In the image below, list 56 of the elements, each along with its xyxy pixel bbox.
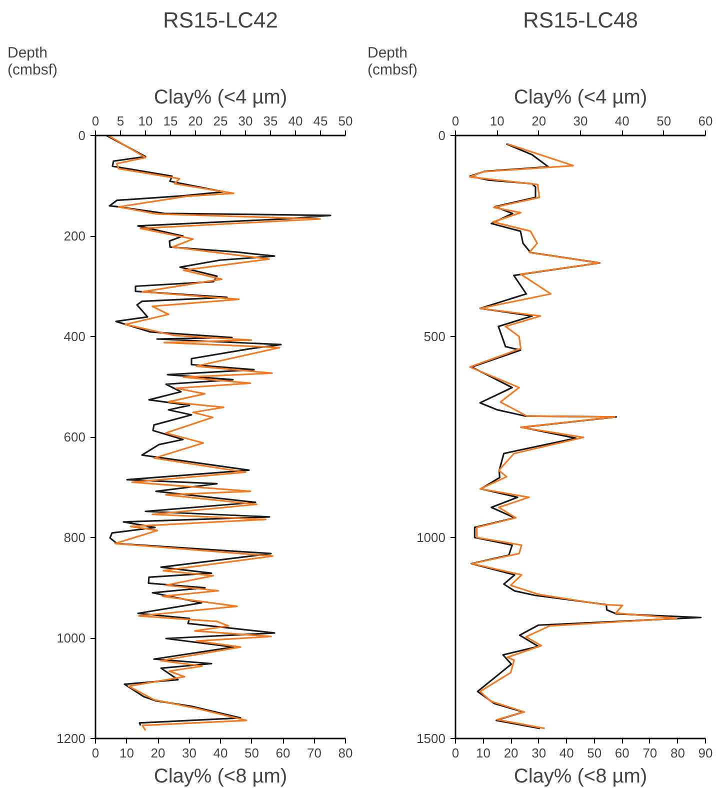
x-tick-label: 60 bbox=[614, 746, 630, 760]
x-tick-label: 0 bbox=[92, 746, 100, 760]
x2-tick-label: 20 bbox=[532, 114, 546, 128]
x-tick-label: 40 bbox=[213, 746, 228, 760]
x-tick-label: 30 bbox=[182, 746, 196, 760]
x-tick-label: 20 bbox=[150, 746, 166, 760]
y-axis-title: Depth (cmbsf) bbox=[8, 44, 58, 78]
x-tick-label: 80 bbox=[338, 746, 353, 760]
x-axis-title: Clay% (<8 µm) bbox=[154, 766, 288, 788]
x2-tick-label: 25 bbox=[213, 114, 228, 128]
x-tick-label: 10 bbox=[120, 746, 134, 760]
y-tick-label: 1000 bbox=[416, 530, 446, 545]
y-tick-label: 800 bbox=[64, 530, 86, 545]
x2-tick-label: 10 bbox=[490, 114, 504, 128]
x-tick-label: 50 bbox=[587, 746, 602, 760]
x2-tick-label: 40 bbox=[614, 114, 630, 128]
x2-tick-label: 20 bbox=[188, 114, 203, 128]
x2-tick-label: 15 bbox=[163, 114, 178, 128]
x2-tick-label: 60 bbox=[698, 114, 713, 128]
x-tick-label: 20 bbox=[504, 746, 518, 760]
y-tick-label: 0 bbox=[438, 128, 446, 143]
x-tick-label: 40 bbox=[559, 746, 574, 760]
x-tick-label: 50 bbox=[244, 746, 259, 760]
x2-tick-label: 10 bbox=[138, 114, 153, 128]
x-tick-label: 90 bbox=[698, 746, 713, 760]
x2-tick-label: 50 bbox=[656, 114, 672, 128]
chart-title: RS15-LC48 bbox=[523, 8, 638, 32]
x2-tick-label: 0 bbox=[92, 114, 100, 128]
x2-tick-label: 5 bbox=[116, 114, 124, 128]
y-tick-label: 500 bbox=[424, 329, 446, 344]
y-tick-label: 0 bbox=[78, 128, 86, 143]
x2-tick-label: 40 bbox=[288, 114, 303, 128]
y-tick-label: 600 bbox=[64, 430, 86, 444]
x-tick-label: 80 bbox=[670, 746, 685, 760]
x2-tick-label: 30 bbox=[573, 114, 588, 128]
chart-title: RS15-LC42 bbox=[163, 8, 278, 32]
x2-tick-label: 30 bbox=[238, 114, 253, 128]
x2-axis-title: Clay% (<4 µm) bbox=[514, 86, 648, 108]
x2-tick-label: 45 bbox=[313, 114, 328, 128]
x-tick-label: 60 bbox=[276, 746, 290, 760]
x-tick-label: 30 bbox=[532, 746, 546, 760]
x2-tick-label: 0 bbox=[452, 114, 460, 128]
y-tick-label: 1000 bbox=[56, 630, 86, 646]
y-tick-label: 1500 bbox=[416, 731, 446, 746]
x2-tick-label: 35 bbox=[263, 114, 278, 128]
y-tick-label: 1200 bbox=[56, 731, 86, 746]
y-tick-label: 200 bbox=[64, 228, 86, 244]
x-tick-label: 70 bbox=[642, 746, 658, 760]
y-tick-label: 400 bbox=[64, 329, 86, 344]
x-axis-title: Clay% (<8 µm) bbox=[514, 766, 648, 788]
x2-tick-label: 50 bbox=[338, 114, 353, 128]
y-axis-title: Depth (cmbsf) bbox=[368, 44, 418, 78]
x-tick-label: 0 bbox=[452, 746, 460, 760]
x-tick-label: 10 bbox=[476, 746, 491, 760]
x2-axis-title: Clay% (<4 µm) bbox=[154, 86, 288, 108]
x-tick-label: 70 bbox=[307, 746, 322, 760]
